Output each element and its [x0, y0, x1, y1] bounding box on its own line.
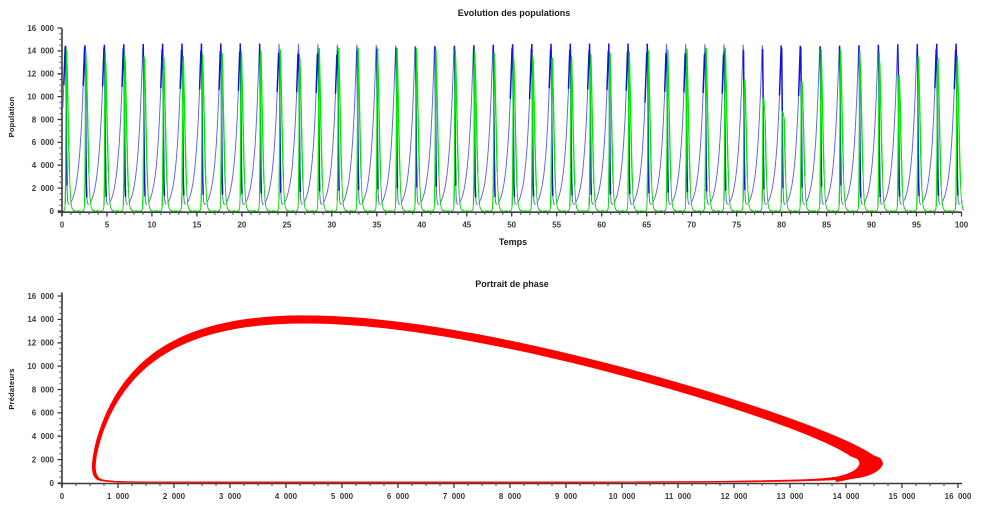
svg-text:3 000: 3 000 — [219, 492, 242, 501]
svg-text:10: 10 — [147, 221, 156, 230]
svg-text:15 000: 15 000 — [889, 492, 916, 501]
svg-text:85: 85 — [822, 221, 831, 230]
svg-text:Population: Population — [7, 96, 16, 137]
svg-text:14 000: 14 000 — [27, 315, 54, 324]
svg-text:70: 70 — [687, 221, 696, 230]
svg-text:16 000: 16 000 — [27, 24, 54, 33]
svg-text:65: 65 — [642, 221, 651, 230]
svg-text:4 000: 4 000 — [32, 432, 55, 441]
svg-text:4 000: 4 000 — [275, 492, 298, 501]
svg-text:Evolution des populations: Evolution des populations — [458, 8, 571, 18]
svg-text:16 000: 16 000 — [27, 292, 54, 301]
svg-text:Portrait de phase: Portrait de phase — [475, 279, 549, 289]
svg-text:1 000: 1 000 — [107, 492, 130, 501]
svg-text:15: 15 — [192, 221, 201, 230]
svg-text:55: 55 — [552, 221, 561, 230]
svg-text:0: 0 — [60, 221, 65, 230]
svg-text:16 000: 16 000 — [945, 492, 972, 501]
svg-text:13 000: 13 000 — [777, 492, 804, 501]
svg-text:12 000: 12 000 — [721, 492, 748, 501]
svg-text:0: 0 — [50, 207, 55, 216]
svg-text:4 000: 4 000 — [32, 161, 55, 170]
svg-text:11 000: 11 000 — [665, 492, 692, 501]
svg-text:10 000: 10 000 — [27, 362, 54, 371]
svg-text:45: 45 — [462, 221, 471, 230]
svg-text:7 000: 7 000 — [443, 492, 466, 501]
svg-text:60: 60 — [597, 221, 606, 230]
svg-text:35: 35 — [372, 221, 381, 230]
svg-text:6 000: 6 000 — [32, 138, 55, 147]
svg-text:100: 100 — [955, 221, 969, 230]
svg-text:25: 25 — [282, 221, 291, 230]
svg-text:8 000: 8 000 — [32, 115, 55, 124]
svg-text:12 000: 12 000 — [27, 70, 54, 79]
svg-text:0: 0 — [60, 492, 65, 501]
svg-text:6 000: 6 000 — [387, 492, 410, 501]
svg-text:12 000: 12 000 — [27, 339, 54, 348]
svg-text:6 000: 6 000 — [32, 409, 55, 418]
svg-text:Prédateurs: Prédateurs — [7, 368, 16, 409]
svg-text:9 000: 9 000 — [555, 492, 578, 501]
svg-text:50: 50 — [507, 221, 516, 230]
svg-text:80: 80 — [777, 221, 786, 230]
svg-text:90: 90 — [867, 221, 876, 230]
svg-text:30: 30 — [327, 221, 336, 230]
svg-text:Temps: Temps — [499, 237, 527, 247]
svg-text:8 000: 8 000 — [32, 385, 55, 394]
svg-text:20: 20 — [237, 221, 246, 230]
svg-text:14 000: 14 000 — [833, 492, 860, 501]
svg-text:40: 40 — [417, 221, 426, 230]
svg-text:0: 0 — [50, 479, 55, 488]
svg-text:95: 95 — [912, 221, 921, 230]
svg-text:10 000: 10 000 — [609, 492, 636, 501]
svg-text:2 000: 2 000 — [163, 492, 186, 501]
svg-text:10 000: 10 000 — [27, 92, 54, 101]
svg-text:5: 5 — [105, 221, 110, 230]
svg-text:14 000: 14 000 — [27, 47, 54, 56]
svg-text:75: 75 — [732, 221, 741, 230]
svg-text:2 000: 2 000 — [32, 455, 55, 464]
svg-text:5 000: 5 000 — [331, 492, 354, 501]
svg-text:8 000: 8 000 — [499, 492, 522, 501]
svg-text:2 000: 2 000 — [32, 184, 55, 193]
